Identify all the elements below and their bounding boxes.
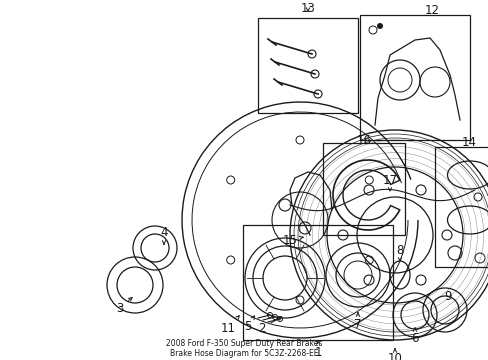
Text: 6: 6 [410,328,418,345]
Text: 14: 14 [461,136,475,149]
Text: 3: 3 [116,297,132,315]
Text: 13: 13 [300,1,315,14]
Bar [258,18,357,113]
Bar [434,147,488,267]
Text: 9: 9 [443,291,451,303]
Text: 12: 12 [424,4,439,17]
Text: 1: 1 [314,341,321,359]
Text: 15: 15 [282,234,303,247]
Text: 16: 16 [356,134,371,147]
Text: 17: 17 [382,174,397,191]
Bar [243,225,392,340]
Text: 4: 4 [160,225,167,244]
Bar [359,15,469,140]
Text: 11: 11 [220,316,239,334]
Text: 5: 5 [244,316,254,333]
Text: 2008 Ford F-350 Super Duty Rear Brakes
Brake Hose Diagram for 5C3Z-2268-EE: 2008 Ford F-350 Super Duty Rear Brakes B… [166,339,322,358]
Circle shape [376,23,382,29]
Text: 10: 10 [387,348,402,360]
Text: 7: 7 [353,313,361,332]
Text: 2: 2 [258,317,281,334]
Text: 8: 8 [395,243,403,261]
Bar [323,143,404,235]
